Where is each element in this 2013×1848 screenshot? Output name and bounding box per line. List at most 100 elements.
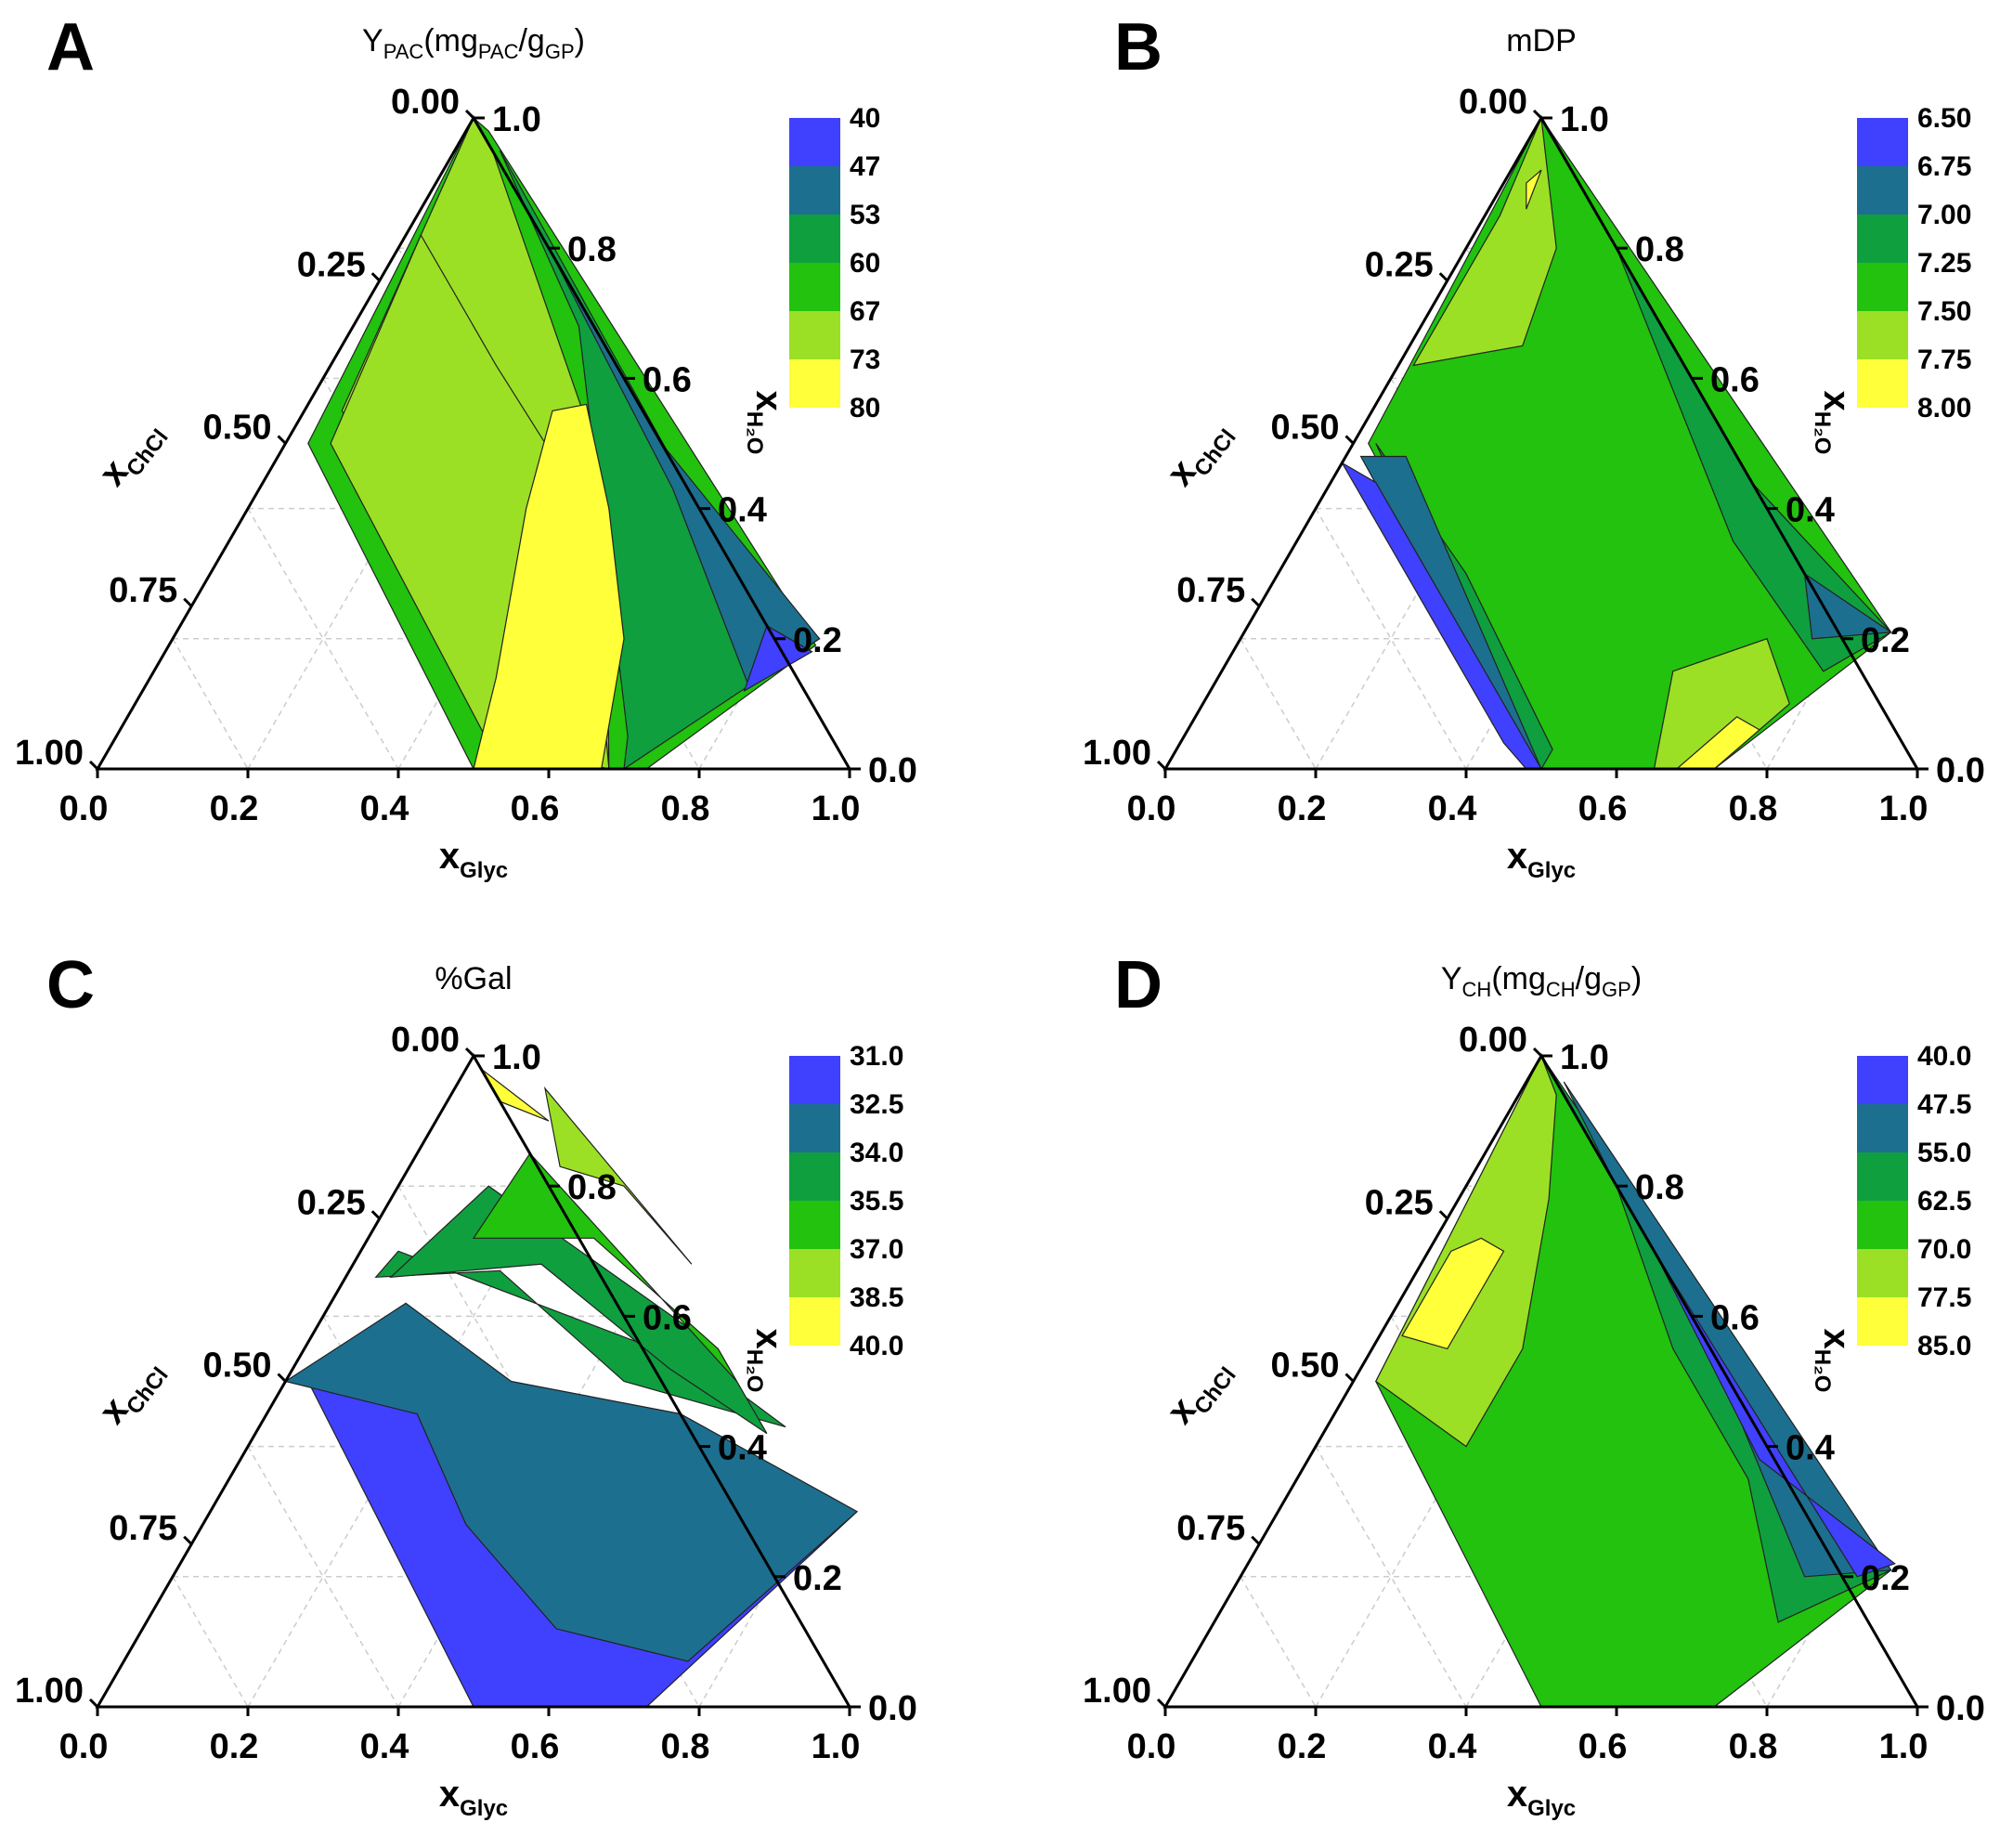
left-tick-label: 0.00 [1459, 83, 1527, 122]
legend-swatch [1857, 1249, 1908, 1297]
bottom-tick-label: 0.6 [511, 1727, 560, 1766]
bottom-axis-label: xGlyc [1507, 836, 1576, 883]
left-tick-label: 0.75 [1176, 1509, 1245, 1548]
panel-title: YPAC(mgPAC/gGP) [362, 23, 585, 63]
axis-sub: ChCl [122, 424, 174, 481]
left-axis-label: xChCl [91, 1349, 173, 1436]
left-axis-label: xChCl [91, 411, 173, 498]
contour-band [1412, 115, 1557, 367]
panel-letter: B [1114, 10, 1162, 85]
grid-line [1315, 1446, 1467, 1708]
legend-label: 85.0 [1917, 1331, 1971, 1361]
tick-mark [1156, 760, 1167, 771]
color-legend: 40 47 53 60 67 73 80 [789, 103, 880, 423]
legend-swatch [1857, 1297, 1908, 1346]
right-tick-label: 0.0 [1936, 751, 1985, 790]
bottom-tick-label: 0.4 [1428, 789, 1477, 828]
bottom-tick-label: 0.2 [1278, 789, 1327, 828]
title-part: PAC [478, 40, 519, 63]
left-axis-label: xChCl [1159, 1349, 1240, 1436]
bottom-tick-label: 0.4 [1428, 1727, 1477, 1766]
right-tick-label: 0.2 [793, 1559, 842, 1598]
title-part: Y [1441, 961, 1462, 996]
right-axis-label: xH₂O [742, 1329, 789, 1393]
tick-mark [1251, 1535, 1261, 1545]
legend-label: 40.0 [850, 1331, 903, 1361]
bottom-tick-label: 0.4 [360, 1727, 409, 1766]
contour-band [1526, 169, 1542, 210]
bottom-tick-label: 0.2 [1278, 1727, 1327, 1766]
legend-label: 6.50 [1917, 103, 1971, 134]
panel-title: %Gal [435, 961, 512, 996]
bottom-tick-label: 0.0 [59, 1727, 109, 1766]
title-part: CH [1546, 978, 1576, 1001]
legend-label: 77.5 [1917, 1282, 1971, 1313]
legend-label: 34.0 [850, 1138, 903, 1168]
panel-title: YCH(mgCH/gGP) [1441, 961, 1642, 1001]
grid-line [172, 1576, 249, 1708]
contour-regions [284, 1055, 859, 1708]
right-tick-label: 0.0 [868, 1689, 917, 1728]
contour-band [1653, 1250, 1896, 1578]
legend-label: 7.25 [1917, 248, 1971, 279]
legend-swatch [1857, 311, 1908, 359]
legend-swatch [789, 1297, 840, 1346]
right-tick-label: 0.8 [1635, 230, 1684, 269]
bottom-axis-label: xGlyc [439, 1774, 508, 1821]
legend-swatch [1857, 359, 1908, 408]
legend-label: 7.00 [1917, 200, 1971, 230]
color-legend: 31.0 32.5 34.0 35.5 37.0 38.5 40.0 [789, 1041, 903, 1361]
axis-sub: H₂O [1810, 1349, 1835, 1393]
tick-mark [1438, 272, 1448, 282]
tick-mark [88, 1698, 99, 1709]
bottom-tick-label: 0.8 [661, 789, 710, 828]
tick-mark [1251, 597, 1261, 607]
contour-regions [1340, 115, 1893, 770]
right-tick-label: 0.6 [643, 360, 692, 399]
panel-letter: A [46, 10, 95, 85]
tick-mark [1344, 435, 1355, 445]
right-tick-label: 0.4 [718, 491, 767, 530]
left-tick-label: 0.00 [391, 1021, 460, 1060]
right-tick-label: 0.0 [868, 751, 917, 790]
bottom-tick-label: 0.6 [1578, 789, 1628, 828]
legend-swatch [1857, 215, 1908, 263]
contour-band [374, 1250, 786, 1428]
contour-band [389, 1185, 768, 1435]
tick-mark [1344, 1373, 1355, 1383]
panel-a: A YPAC(mgPAC/gGP)0.0 0.2 0.4 0.6 0.8 1.0xGlyc0… [15, 10, 917, 883]
right-tick-label: 0.4 [1786, 1429, 1835, 1468]
title-part: /g [518, 23, 544, 59]
right-tick-label: 0.4 [718, 1429, 767, 1468]
bottom-tick-label: 0.6 [1578, 1727, 1628, 1766]
bottom-axis-label: xGlyc [439, 836, 508, 883]
panel-c: C %Gal 0.0 0.2 0.4 0.6 0.8 1.0 xGlyc 0.00 0.25 0.50… [15, 948, 917, 1821]
right-tick-label: 0.8 [567, 230, 617, 269]
bottom-tick-label: 0.8 [1729, 789, 1778, 828]
legend-swatch [789, 166, 840, 215]
axis-sub: H₂O [742, 1349, 767, 1393]
title-part: (mg [423, 23, 478, 59]
left-tick-label: 0.25 [297, 1183, 366, 1222]
left-tick-label: 0.75 [1176, 571, 1245, 610]
right-tick-label: 0.0 [1936, 1689, 1985, 1728]
legend-swatch [789, 1152, 840, 1201]
legend-label: 73 [850, 345, 880, 375]
left-tick-label: 0.00 [391, 83, 460, 122]
axis-sub: Glyc [1527, 1796, 1576, 1821]
tick-mark [183, 597, 193, 607]
title-part: mDP [1506, 23, 1577, 59]
left-tick-label: 1.00 [1083, 1672, 1151, 1711]
panel-title: mDP [1506, 23, 1577, 59]
legend-label: 38.5 [850, 1282, 903, 1313]
right-tick-label: 0.6 [1710, 1298, 1760, 1337]
left-tick-label: 0.50 [1271, 409, 1340, 448]
left-tick-label: 1.00 [15, 734, 84, 773]
title-part: ) [1631, 961, 1642, 996]
legend-swatch [789, 1249, 840, 1297]
axis-sub: Glyc [460, 1796, 508, 1821]
bottom-tick-label: 1.0 [1879, 1727, 1929, 1766]
title-part: GP [1602, 978, 1631, 1001]
legend-label: 70.0 [1917, 1234, 1971, 1265]
